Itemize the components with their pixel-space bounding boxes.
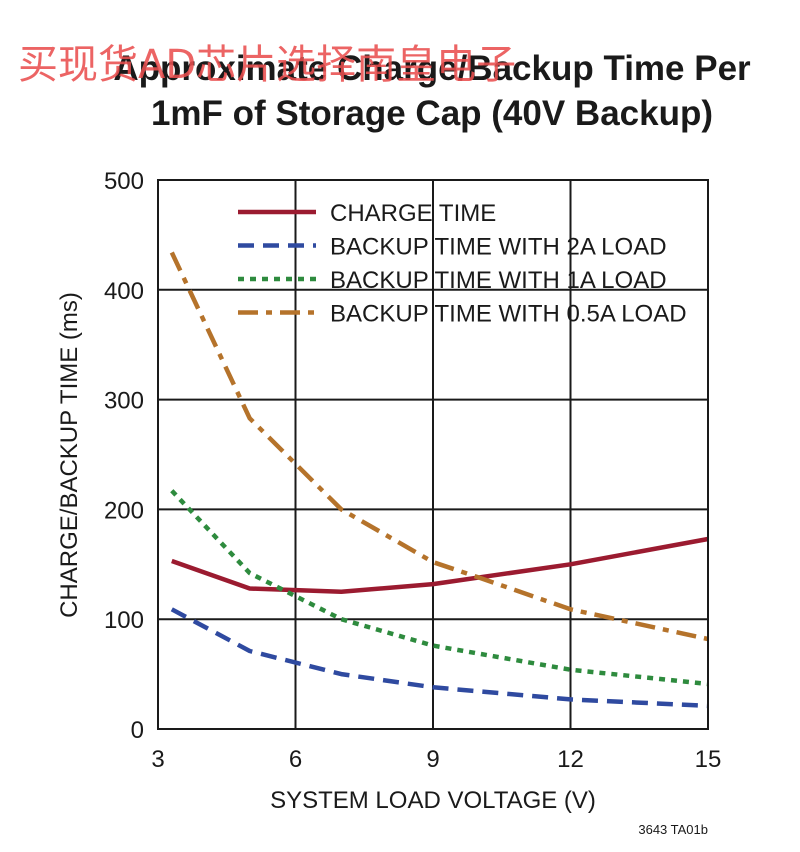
chart-title-line-1: Approximate Charge/Backup Time Per bbox=[113, 49, 751, 88]
x-tick-label: 3 bbox=[151, 746, 164, 773]
y-axis-label: CHARGE/BACKUP TIME (ms) bbox=[56, 292, 83, 618]
x-tick-label: 9 bbox=[426, 746, 439, 773]
series-lines bbox=[169, 251, 709, 709]
series-line-backup-time-with-0-5a-load bbox=[169, 251, 709, 642]
x-tick-labels: 3 6 9 12 15 bbox=[151, 746, 721, 773]
series-line-charge-time bbox=[171, 536, 709, 595]
y-tick-label: 400 bbox=[104, 278, 144, 305]
x-tick-label: 6 bbox=[289, 746, 302, 773]
watermark-text: 买现货AD芯片选择南皇电子 bbox=[18, 42, 516, 88]
legend-label-backup-time-with-1a-load: BACKUP TIME WITH 1A LOAD bbox=[330, 267, 667, 294]
y-tick-label: 500 bbox=[104, 168, 144, 195]
series-line-backup-time-with-2a-load bbox=[170, 607, 709, 709]
chart-title: Approximate Charge/Backup Time Per 1mF o… bbox=[113, 49, 751, 133]
legend-label-backup-time-with-2a-load: BACKUP TIME WITH 2A LOAD bbox=[330, 234, 667, 261]
x-tick-label: 12 bbox=[557, 746, 584, 773]
y-tick-labels: 0 100 200 300 400 500 bbox=[104, 168, 144, 744]
plot-frame bbox=[157, 179, 709, 730]
y-tick-label: 200 bbox=[104, 497, 144, 524]
gridlines bbox=[158, 180, 708, 729]
y-tick-label: 300 bbox=[104, 388, 144, 415]
legend-label-backup-time-with-0-5a-load: BACKUP TIME WITH 0.5A LOAD bbox=[330, 301, 687, 328]
chart-title-line-2: 1mF of Storage Cap (40V Backup) bbox=[151, 94, 713, 133]
y-tick-label: 0 bbox=[131, 717, 144, 744]
figure-code: 3643 TA01b bbox=[638, 822, 708, 837]
legend-label-charge-time: CHARGE TIME bbox=[330, 200, 496, 227]
legend: CHARGE TIME BACKUP TIME WITH 2A LOAD BACKU… bbox=[238, 200, 687, 328]
x-tick-label: 15 bbox=[695, 746, 722, 773]
y-tick-label: 100 bbox=[104, 607, 144, 634]
x-axis-label: SYSTEM LOAD VOLTAGE (V) bbox=[270, 787, 596, 814]
